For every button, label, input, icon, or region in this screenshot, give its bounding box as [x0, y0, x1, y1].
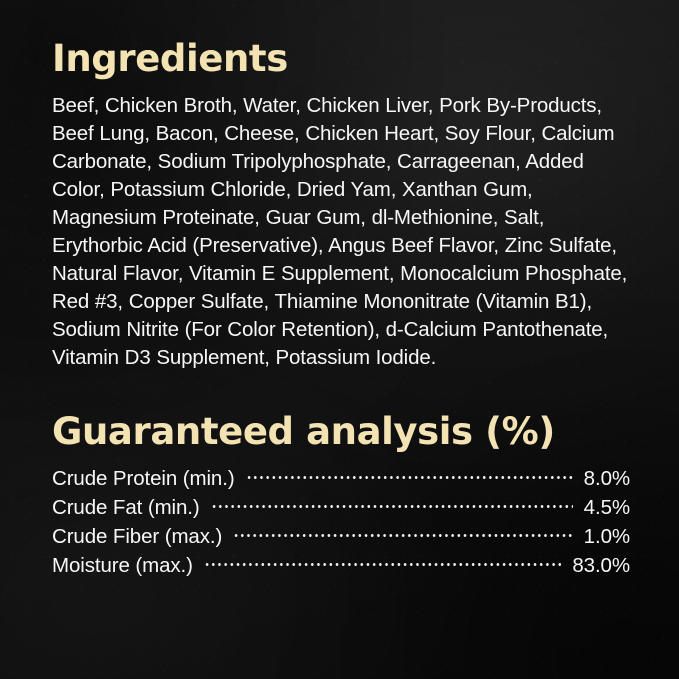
- dot-leader: [203, 552, 562, 573]
- guaranteed-analysis-list: Crude Protein (min.) 8.0% Crude Fat (min…: [52, 450, 630, 580]
- analysis-row: Crude Fiber (max.) 1.0%: [52, 522, 630, 551]
- analysis-row-label: Moisture (max.): [52, 554, 193, 577]
- dot-leader: [210, 494, 573, 515]
- analysis-row-value: 83.0%: [572, 554, 630, 577]
- ingredients-section: Ingredients Beef, Chicken Broth, Water, …: [52, 0, 631, 372]
- guaranteed-analysis-section: Guaranteed analysis (%) Crude Protein (m…: [52, 372, 631, 580]
- analysis-row: Crude Fat (min.) 4.5%: [52, 493, 630, 522]
- ingredients-heading: Ingredients: [52, 37, 288, 80]
- analysis-row-label: Crude Fat (min.): [52, 496, 200, 519]
- analysis-row-label: Crude Protein (min.): [52, 467, 235, 490]
- dot-leader: [233, 523, 573, 544]
- analysis-row-value: 1.0%: [583, 525, 630, 548]
- guaranteed-analysis-heading: Guaranteed analysis (%): [52, 410, 555, 453]
- analysis-row: Moisture (max.) 83.0%: [52, 551, 630, 580]
- analysis-row-value: 4.5%: [583, 496, 630, 519]
- analysis-row: Crude Protein (min.) 8.0%: [52, 464, 630, 493]
- analysis-row-value: 8.0%: [583, 467, 630, 490]
- dot-leader: [245, 465, 573, 486]
- label-content: Ingredients Beef, Chicken Broth, Water, …: [52, 0, 631, 580]
- analysis-row-label: Crude Fiber (max.): [52, 525, 223, 548]
- ingredients-text: Beef, Chicken Broth, Water, Chicken Live…: [52, 94, 628, 369]
